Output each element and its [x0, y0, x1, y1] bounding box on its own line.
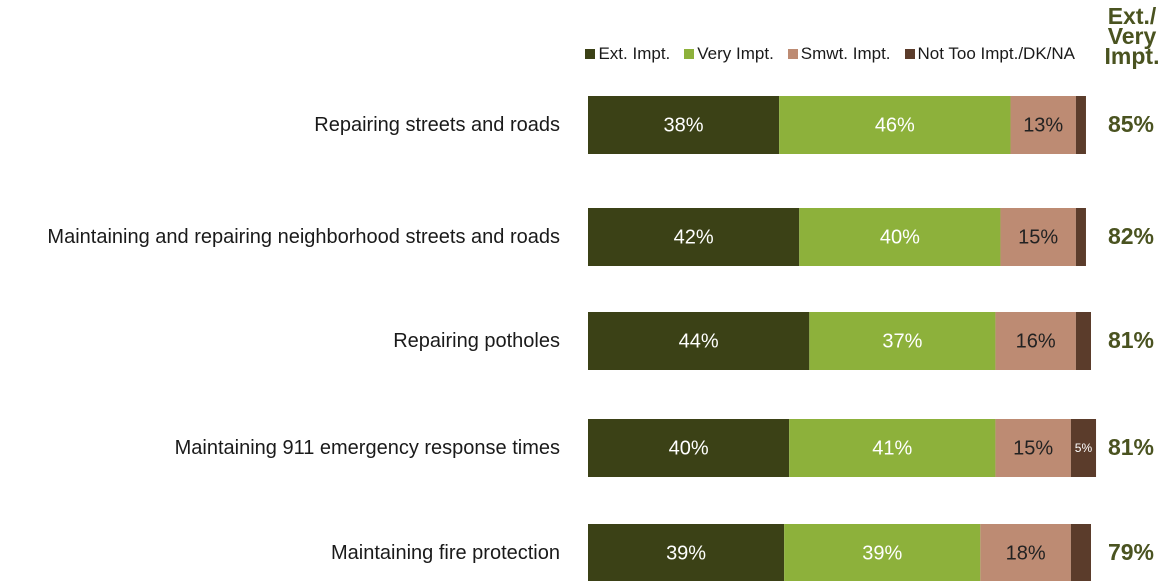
data-label: 41%: [872, 437, 912, 459]
legend-item: Not Too Impt./DK/NA: [904, 44, 1075, 64]
legend-swatch: [787, 49, 798, 59]
legend-item: Smwt. Impt.: [787, 44, 891, 64]
category-label: Maintaining and repairing neighborhood s…: [47, 226, 560, 248]
legend-label: Ext. Impt.: [598, 44, 671, 63]
bar-segment: [1000, 208, 1076, 266]
legend: Ext. Impt. Very Impt. Smwt. Impt. Not Too I…: [585, 44, 1075, 64]
category-label: Maintaining fire protection: [330, 542, 560, 564]
data-label: 38%: [664, 114, 704, 136]
data-label: 39%: [862, 542, 902, 564]
bar-segment: [1070, 524, 1091, 581]
bar-segment: [789, 419, 996, 477]
legend-swatch: [585, 49, 596, 59]
total-label: 85%: [1108, 111, 1154, 137]
bar-segment: [1075, 96, 1086, 154]
legend-label: Very Impt.: [697, 44, 774, 63]
bar-segment: [588, 96, 780, 154]
bar-segment: [799, 208, 1001, 266]
data-label: 39%: [666, 542, 706, 564]
category-label: Repairing streets and roads: [314, 114, 560, 136]
data-label: 15%: [1018, 226, 1058, 248]
category-label: Maintaining 911 emergency response times: [174, 437, 560, 459]
bar-segment: [1075, 312, 1091, 370]
totals-title: Ext./ Very Impt.: [1104, 3, 1160, 69]
data-label: 37%: [882, 330, 922, 352]
bar-segment: [809, 312, 996, 370]
bar-segment: [784, 524, 981, 581]
bar-segment: [779, 96, 1011, 154]
data-label: 18%: [1006, 542, 1046, 564]
total-label: 81%: [1108, 327, 1154, 353]
data-label: 40%: [669, 437, 709, 459]
data-label: 42%: [674, 226, 714, 248]
data-label: 15%: [1013, 437, 1053, 459]
total-label: 79%: [1108, 539, 1154, 565]
legend-label: Smwt. Impt.: [800, 44, 891, 63]
bar-segment: [588, 524, 785, 581]
legend-swatch: [904, 49, 915, 59]
bar-segment: [1070, 419, 1097, 477]
legend-item: Ext. Impt.: [585, 44, 670, 64]
category-label: Repairing potholes: [393, 330, 560, 352]
total-label: 82%: [1108, 223, 1154, 249]
bar-segment: [588, 208, 800, 266]
bar-segment: [1075, 208, 1086, 266]
data-label: 5%: [1075, 441, 1093, 455]
bar-segment: [588, 312, 810, 370]
data-label: 40%: [880, 226, 920, 248]
data-label: 46%: [875, 114, 915, 136]
bar-segment: [1010, 96, 1076, 154]
bar-segment: [995, 419, 1071, 477]
legend-label: Not Too Impt./DK/NA: [917, 44, 1075, 63]
total-label: 81%: [1108, 434, 1154, 460]
data-label: 13%: [1023, 114, 1063, 136]
legend-item: Very Impt.: [684, 44, 774, 64]
bar-segment: [588, 419, 790, 477]
bar-segment: [980, 524, 1071, 581]
data-label: 44%: [679, 330, 719, 352]
legend-swatch: [684, 49, 695, 59]
data-label: 16%: [1016, 330, 1056, 352]
bar-segment: [995, 312, 1076, 370]
